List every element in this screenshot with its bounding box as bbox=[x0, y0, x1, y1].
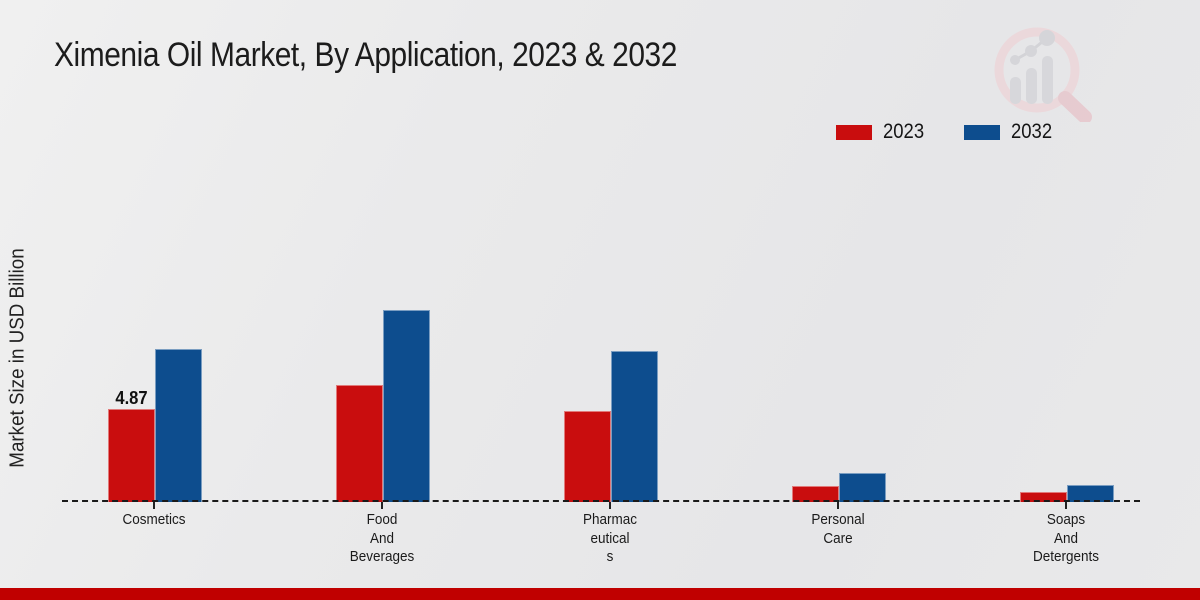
bar-2032-category-3 bbox=[839, 473, 886, 502]
bar-2032-category-4 bbox=[1067, 484, 1114, 502]
footer-red-strip bbox=[0, 588, 1200, 600]
category-label-0: Cosmetics bbox=[122, 511, 186, 528]
bar-2023-category-4 bbox=[1020, 492, 1067, 502]
x-axis-tick-2 bbox=[609, 502, 611, 509]
x-axis-baseline bbox=[62, 500, 1140, 502]
x-axis-tick-4 bbox=[1065, 502, 1067, 509]
x-axis-tick-0 bbox=[153, 502, 155, 509]
bar-2023-category-2 bbox=[564, 411, 611, 502]
legend-label-2032: 2032 bbox=[1010, 120, 1052, 143]
bar-2023-category-3 bbox=[792, 485, 839, 502]
legend-swatch-2023 bbox=[836, 124, 872, 140]
legend: 2023 2032 bbox=[836, 120, 1057, 144]
legend-swatch-2032 bbox=[963, 124, 1000, 140]
bar-2023-category-1 bbox=[336, 385, 383, 502]
category-label-2: Pharmac eutical s bbox=[582, 511, 638, 565]
category-label-4: Soaps And Detergents bbox=[1032, 511, 1100, 565]
legend-item-2023: 2023 bbox=[836, 120, 930, 144]
bar-2032-category-1 bbox=[383, 310, 430, 502]
bar-2032-category-0 bbox=[155, 349, 202, 502]
legend-item-2032: 2032 bbox=[963, 120, 1058, 144]
category-label-3: Personal Care bbox=[811, 511, 865, 547]
bar-2032-category-2 bbox=[611, 351, 658, 502]
legend-label-2023: 2023 bbox=[883, 120, 925, 143]
category-label-1: Food And Beverages bbox=[349, 511, 415, 565]
x-axis-tick-1 bbox=[381, 502, 383, 509]
bar-2023-category-0 bbox=[108, 408, 155, 502]
chart-title: Ximenia Oil Market, By Application, 2023… bbox=[54, 36, 677, 74]
magnifier-barchart-logo-icon bbox=[994, 27, 1092, 122]
x-axis-tick-3 bbox=[837, 502, 839, 509]
bar-value-label: 4.87 bbox=[115, 387, 148, 408]
